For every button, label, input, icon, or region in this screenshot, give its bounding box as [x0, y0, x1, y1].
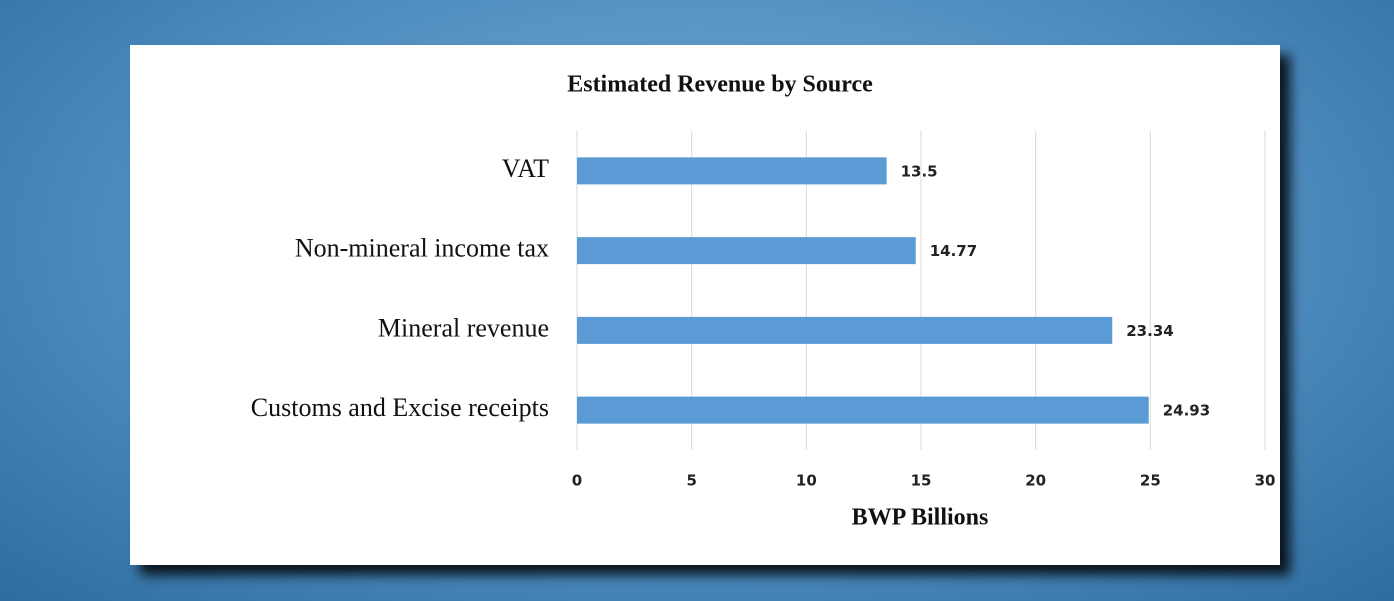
- bar: [577, 396, 1149, 424]
- chart-title: Estimated Revenue by Source: [567, 72, 873, 98]
- value-label: 14.77: [930, 242, 977, 260]
- value-label: 23.34: [1126, 322, 1173, 340]
- x-tick-label: 10: [796, 472, 817, 490]
- y-tick-label: Mineral revenue: [378, 313, 549, 342]
- value-label: 24.93: [1163, 402, 1210, 420]
- x-tick-label: 25: [1140, 472, 1161, 490]
- chart-panel: [130, 45, 1280, 565]
- bar: [577, 157, 887, 185]
- y-tick-label: Non-mineral income tax: [295, 234, 549, 263]
- x-axis-title: BWP Billions: [852, 505, 989, 531]
- y-tick-label: Customs and Excise receipts: [251, 393, 549, 422]
- x-tick-label: 15: [911, 472, 932, 490]
- x-tick-label: 5: [686, 472, 696, 490]
- y-tick-label: VAT: [502, 154, 549, 183]
- bar: [577, 316, 1113, 344]
- x-tick-label: 20: [1025, 472, 1046, 490]
- x-tick-label: 30: [1255, 472, 1276, 490]
- x-tick-label: 0: [572, 472, 582, 490]
- value-label: 13.5: [901, 162, 938, 180]
- bar: [577, 237, 916, 265]
